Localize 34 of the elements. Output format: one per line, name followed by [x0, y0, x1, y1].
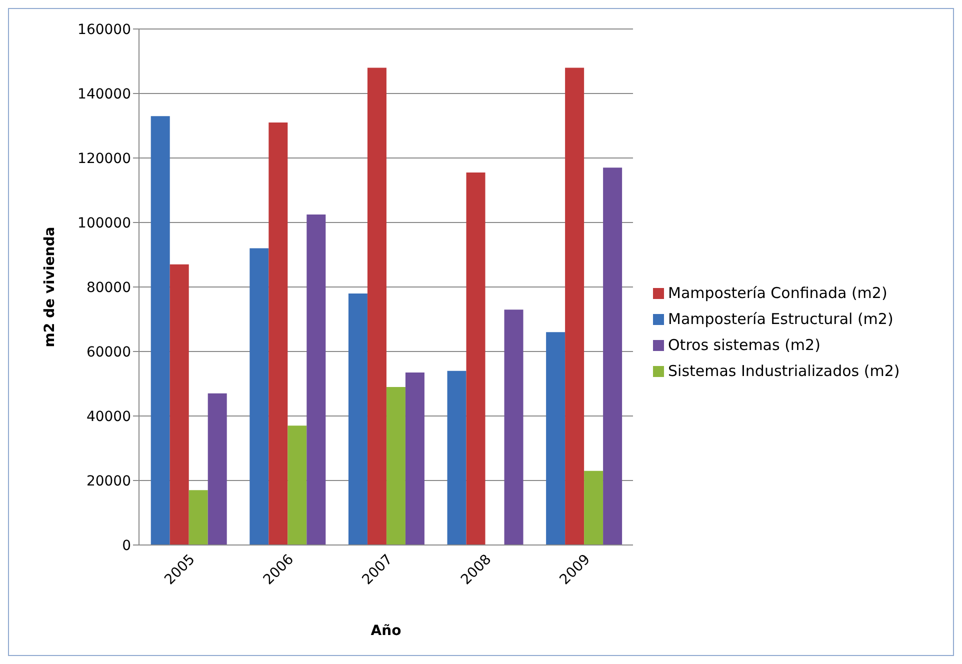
y-tick-label: 140000 [78, 86, 131, 102]
bar [546, 332, 566, 545]
y-tick-label: 20000 [86, 473, 131, 490]
y-axis-title: m2 de vivienda [42, 226, 58, 348]
bar [268, 122, 288, 545]
y-tick-label: 160000 [78, 22, 131, 38]
bar [288, 426, 307, 545]
bar [504, 310, 524, 545]
bar [250, 248, 269, 545]
y-tick-label: 60000 [86, 344, 131, 360]
bar [367, 68, 386, 545]
bar [466, 172, 486, 545]
legend-label: Mampostería Estructural (m2) [668, 310, 894, 328]
bar [306, 214, 326, 545]
bar [386, 386, 406, 545]
legend-label: Otros sistemas (m2) [668, 336, 820, 354]
bar [208, 393, 227, 545]
y-tick-label: 40000 [86, 408, 131, 425]
bar [188, 490, 208, 545]
x-axis-title: Año [370, 623, 402, 639]
y-tick-label: 120000 [78, 150, 131, 167]
bar [170, 264, 189, 545]
bar [447, 370, 466, 545]
bar [603, 168, 622, 545]
bar [584, 470, 604, 545]
bar [405, 372, 424, 545]
legend-label: Mampostería Confinada (m2) [668, 284, 888, 302]
bar [565, 68, 584, 545]
bar [150, 116, 170, 545]
y-tick-label: 80000 [86, 280, 131, 296]
legend-label: Sistemas Industrializados (m2) [668, 362, 900, 380]
bar [348, 293, 368, 545]
y-tick-label: 0 [122, 538, 131, 554]
y-tick-label: 100000 [78, 215, 131, 232]
